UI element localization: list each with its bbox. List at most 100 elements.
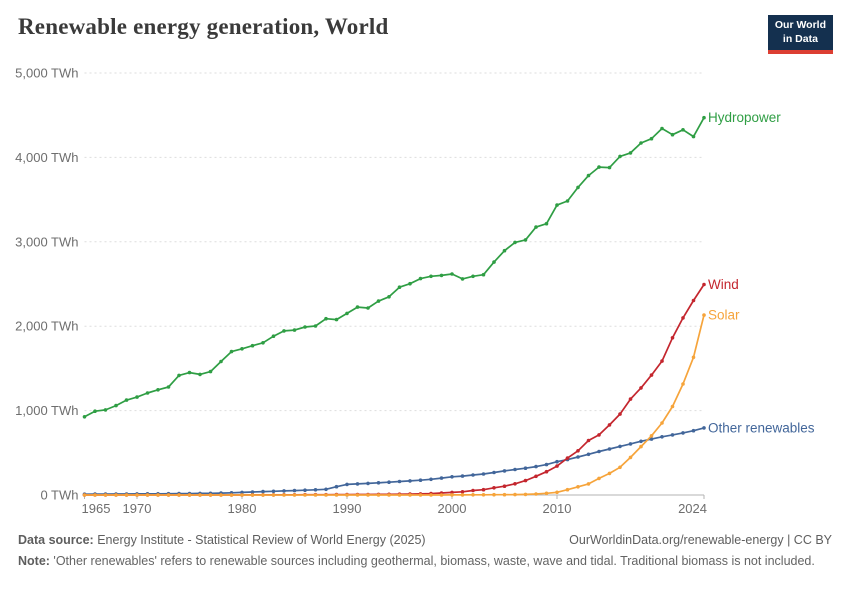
series-point-solar [397,493,402,497]
series-point-hydropower [492,260,496,264]
series-point-solar [586,482,591,486]
series-point-wind [492,486,496,490]
x-axis-tick-label: 1965 [82,501,111,516]
series-point-other-renewables [597,449,601,454]
owid-logo-line2: in Data [782,32,818,45]
series-point-solar [261,493,265,497]
series-point-wind [544,469,549,474]
series-point-wind [534,474,538,479]
series-point-wind [450,490,454,495]
note-text: 'Other renewables' refers to renewable s… [49,553,815,568]
series-point-hydropower [177,373,181,378]
series-point-hydropower [576,185,580,190]
series-point-other-renewables [576,455,580,459]
series-point-solar [555,490,559,495]
series-point-solar [702,313,706,317]
series-point-solar [534,492,538,496]
series-point-hydropower [114,403,118,408]
series-point-other-renewables [691,428,696,433]
series-label-other-renewables[interactable]: Other renewables [708,420,815,435]
series-point-hydropower [418,276,423,281]
series-label-wind[interactable]: Wind [708,277,739,292]
y-axis-tick-label: 0 TWh [40,488,78,503]
series-point-hydropower [429,274,433,279]
y-axis-tick-label: 4,000 TWh [15,150,78,165]
y-axis-tick-label: 1,000 TWh [15,403,78,418]
series-label-hydropower[interactable]: Hydropower [708,110,781,125]
series-point-other-renewables [450,475,454,479]
series-point-hydropower [229,349,234,354]
series-point-other-renewables [282,489,286,493]
series-point-solar [135,493,139,497]
series-point-solar [681,382,685,386]
series-point-solar [124,493,129,497]
series-point-other-renewables [376,481,381,485]
series-point-hydropower [208,369,213,374]
series-point-wind [660,359,664,363]
series-point-solar [670,404,675,409]
series-point-hydropower [628,151,633,155]
series-point-hydropower [439,273,444,278]
series-point-other-renewables [334,484,339,489]
series-point-wind [502,484,507,489]
attribution-link[interactable]: OurWorldinData.org/renewable-energy | CC… [569,533,832,547]
series-point-solar [387,493,391,497]
series-point-hydropower [366,306,370,310]
series-point-solar [345,493,349,497]
x-axis-tick-label: 2010 [543,501,572,516]
series-point-solar [607,471,612,476]
x-axis-tick-label: 1990 [333,501,362,516]
series-line-other-renewables[interactable] [84,427,705,496]
series-line-solar[interactable] [84,314,705,496]
series-point-hydropower [355,305,360,309]
series-point-other-renewables [345,482,349,487]
note-line: Note: 'Other renewables' refers to renew… [18,552,832,571]
series-point-wind [670,336,675,340]
series-point-hydropower [534,225,538,229]
series-point-hydropower [198,372,202,377]
series-point-wind [639,386,643,390]
series-point-hydropower [460,277,465,281]
series-point-other-renewables [502,469,507,473]
series-point-other-renewables [492,470,496,475]
series-point-hydropower [292,328,297,332]
series-point-solar [313,493,318,497]
series-point-wind [649,373,654,377]
series-point-other-renewables [618,444,622,449]
series-point-wind [618,412,622,416]
series-point-other-renewables [397,479,402,484]
series-point-hydropower [607,165,612,170]
series-label-solar[interactable]: Solar [708,308,740,323]
series-point-wind [513,482,517,486]
series-point-hydropower [187,370,192,375]
series-point-hydropower [250,343,255,348]
series-point-solar [198,493,202,497]
note-label: Note: [18,553,50,568]
series-point-solar [324,493,328,497]
series-point-solar [282,493,286,497]
series-point-hydropower [82,415,87,419]
series-point-wind [460,490,465,494]
series-point-solar [565,487,570,492]
series-point-hydropower [597,165,601,169]
series-point-solar [481,493,486,497]
series-point-hydropower [156,388,160,392]
series-line-hydropower[interactable] [84,117,705,418]
page-title: Renewable energy generation, World [18,14,389,39]
series-point-other-renewables [250,490,255,494]
series-point-hydropower [565,199,570,203]
series-point-hydropower [166,385,171,389]
owid-logo[interactable]: Our World in Data [767,15,833,55]
series-point-solar [82,493,87,497]
series-point-other-renewables [534,464,538,469]
series-point-hydropower [271,334,276,339]
series-point-hydropower [639,141,643,145]
series-point-solar [156,493,160,497]
series-line-wind[interactable] [84,284,705,496]
series-point-other-renewables [649,437,654,441]
series-point-other-renewables [460,474,465,478]
series-point-hydropower [282,329,286,333]
series-point-other-renewables [607,447,612,451]
series-point-other-renewables [324,487,328,492]
series-point-other-renewables [586,452,591,457]
